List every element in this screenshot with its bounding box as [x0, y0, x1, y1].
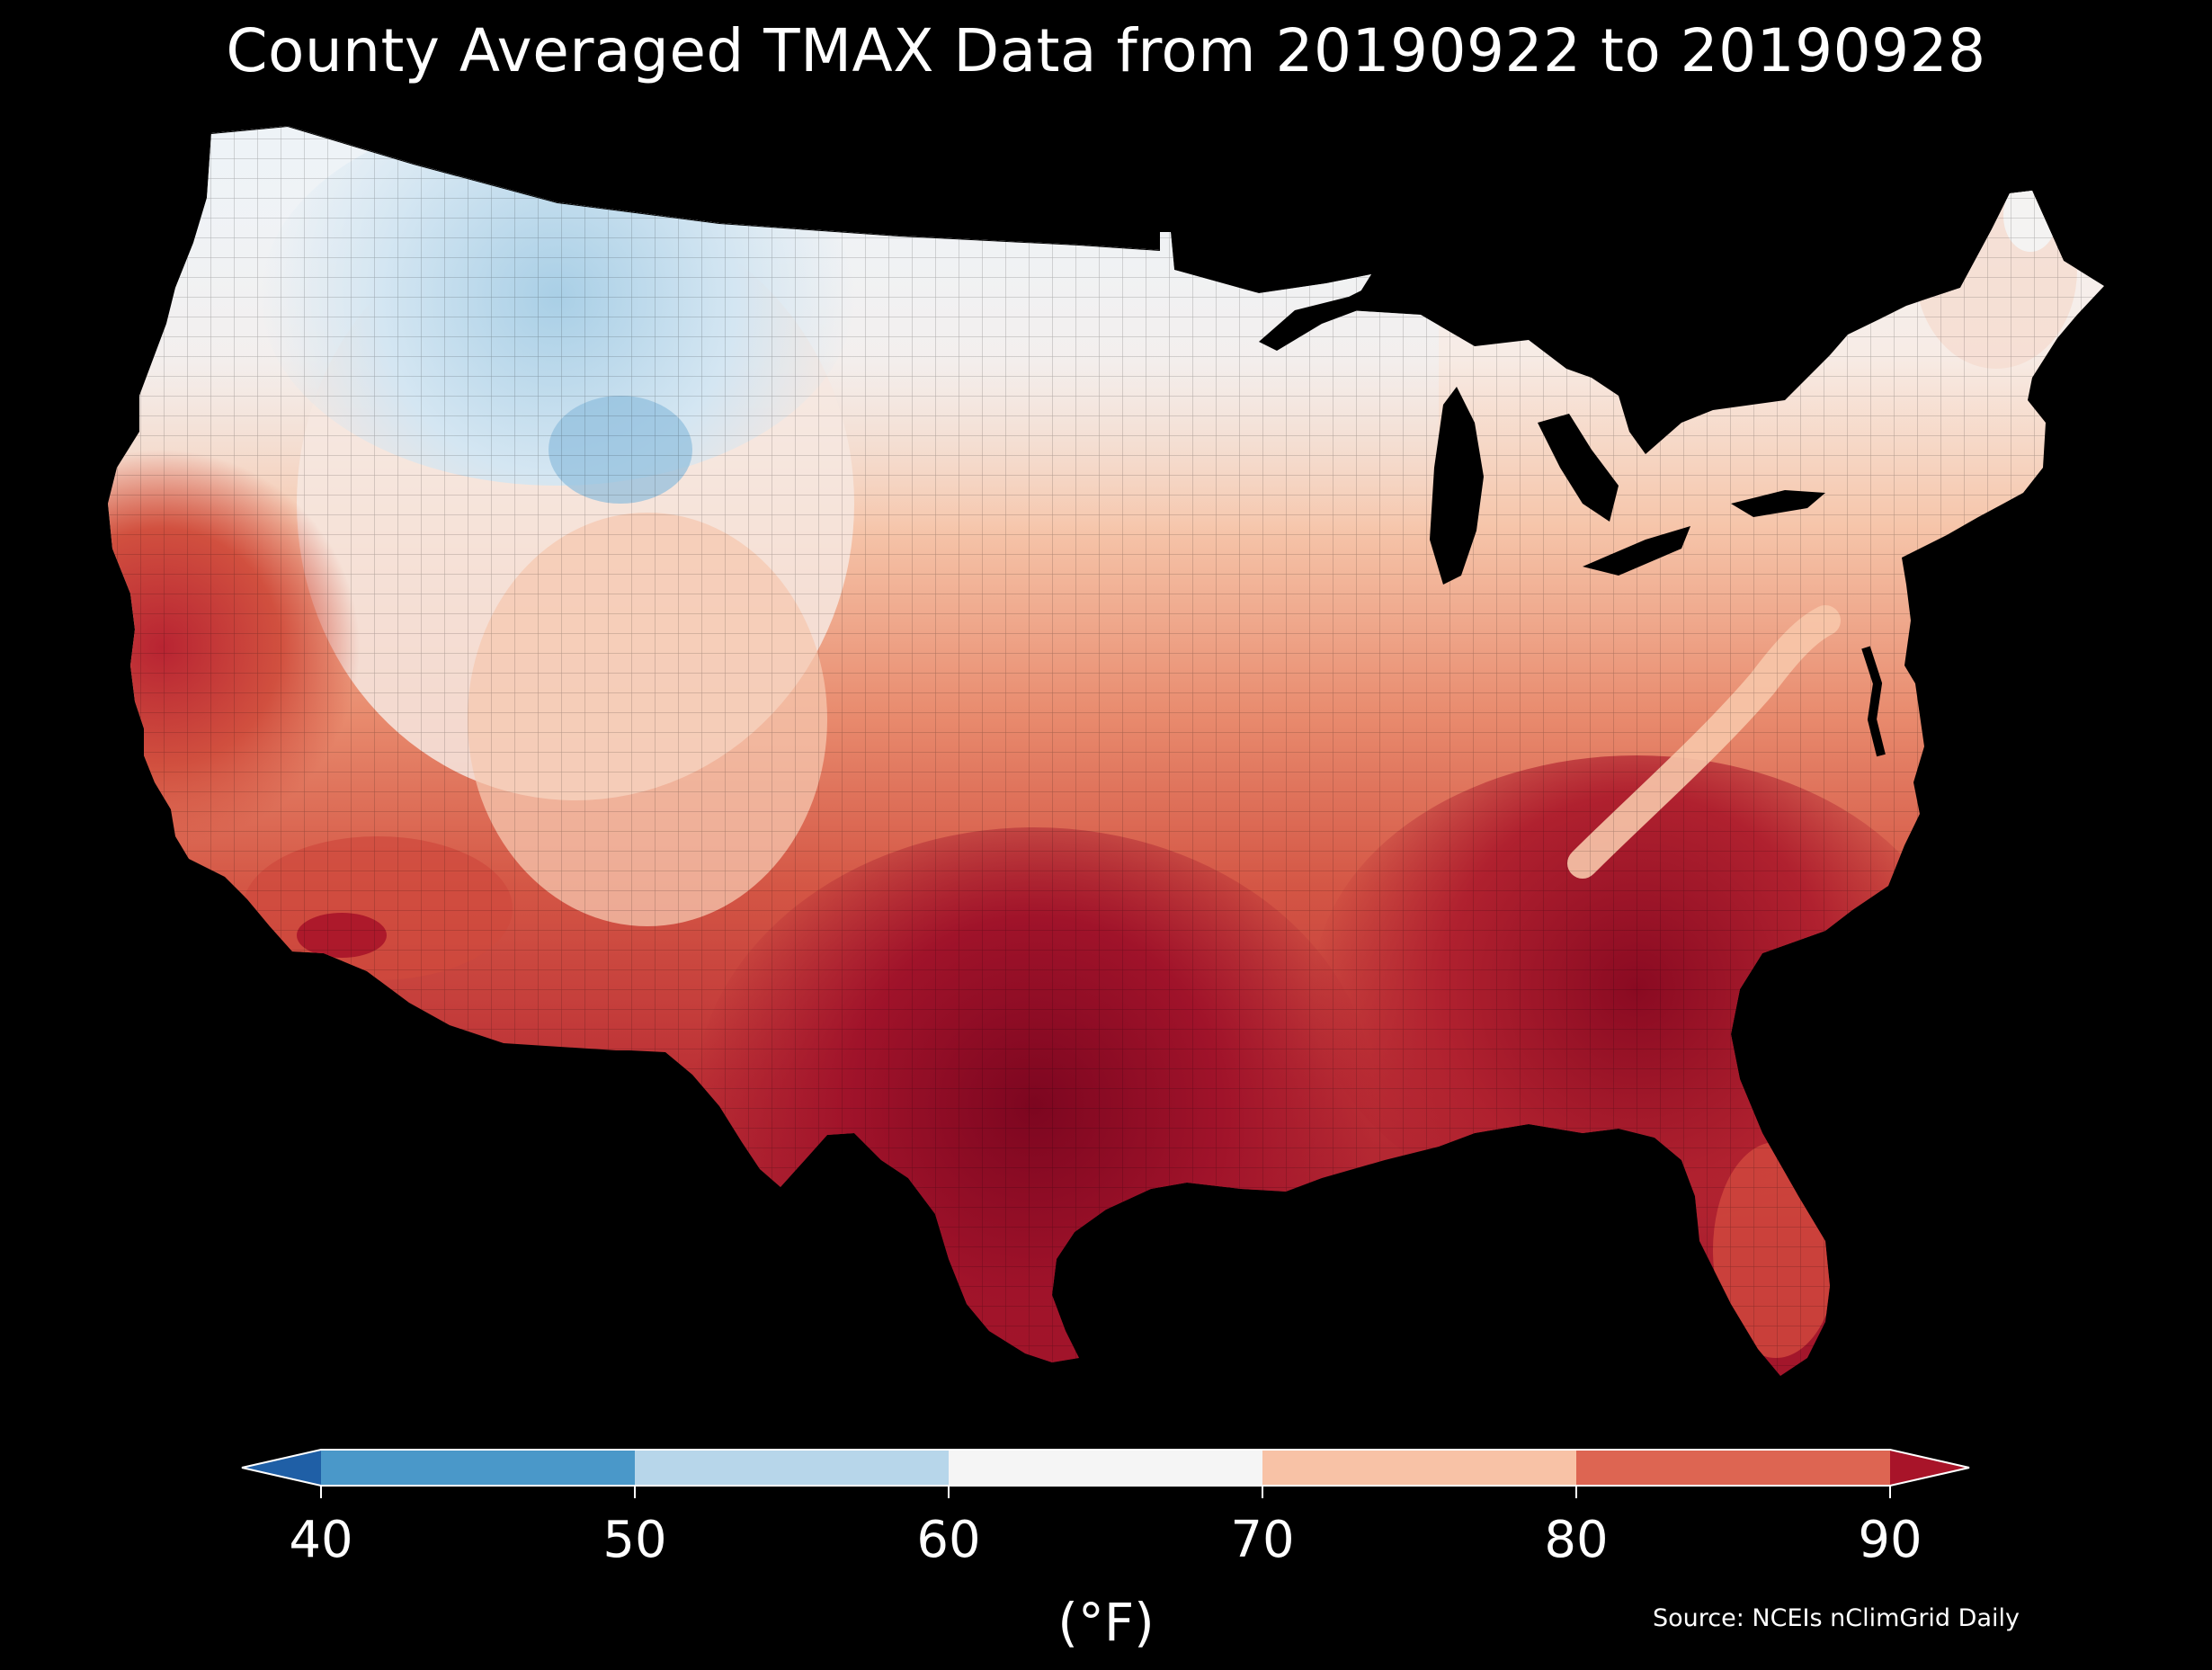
colorbar-tick-60: 60 [916, 1511, 981, 1569]
colorbar-tick-80: 80 [1544, 1511, 1609, 1569]
colorbar-label: (°F) [1057, 1592, 1155, 1653]
colorbar-bin-70-80 [1262, 1450, 1576, 1486]
chart-title: County Averaged TMAX Data from 20190922 … [226, 16, 1986, 85]
colorbar-tick-50: 50 [602, 1511, 667, 1569]
chesapeake-bay [1861, 646, 1886, 757]
lake-erie [1583, 526, 1690, 576]
colorbar-bin-80-90 [1576, 1450, 1890, 1486]
colorbar-extend-low [242, 1450, 321, 1486]
colorbar-tick-90: 90 [1858, 1511, 1922, 1569]
lake-ontario [1731, 490, 1825, 517]
colorbar-bin-50-60 [635, 1450, 949, 1486]
lake-superior [1259, 283, 1376, 351]
great-lakes [1259, 283, 1825, 585]
lake-huron [1538, 414, 1619, 522]
lake-michigan [1430, 387, 1484, 585]
colorbar-bin-40-50 [321, 1450, 635, 1486]
colorbar-bin-60-70 [949, 1450, 1262, 1486]
source-note: Source: NCEIs nClimGrid Daily [1653, 1604, 2020, 1632]
colorbar-tick-70: 70 [1230, 1511, 1295, 1569]
colorbar-tick-40: 40 [289, 1511, 353, 1569]
colorbar-extend-high [1890, 1450, 1969, 1486]
